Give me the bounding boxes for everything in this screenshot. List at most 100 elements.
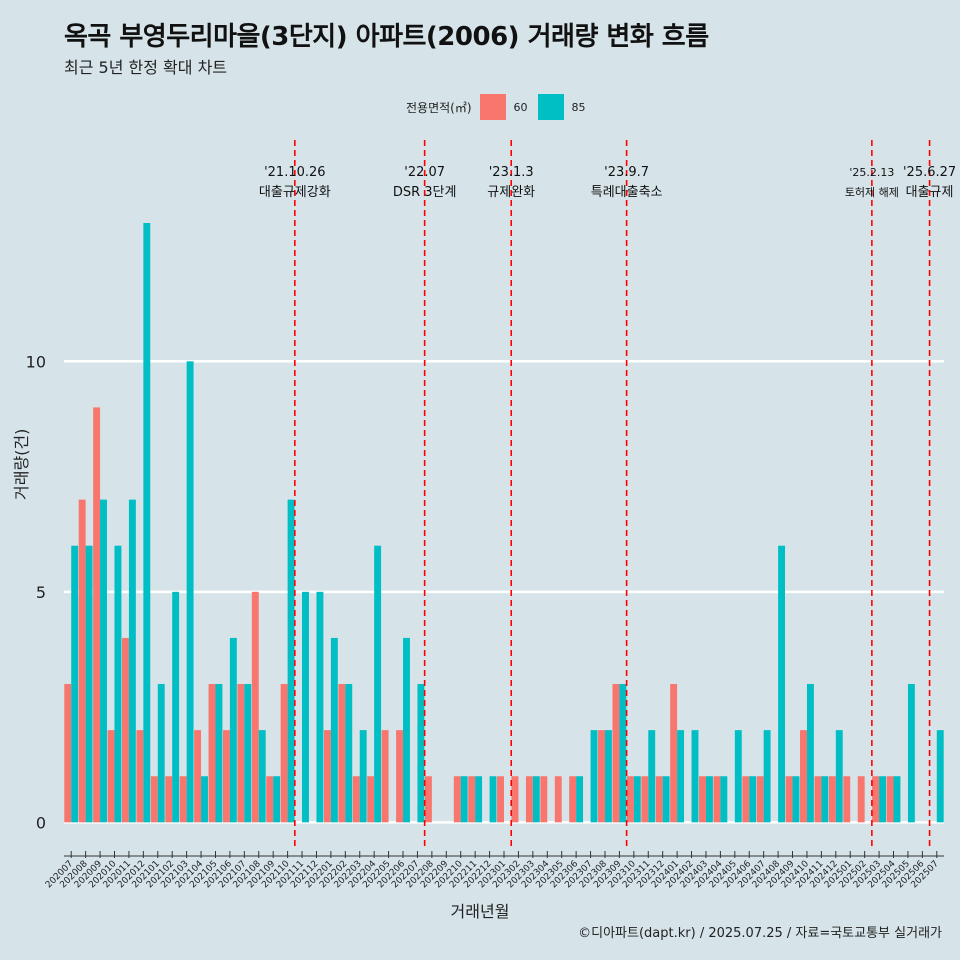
bar-60 [569,776,577,823]
bar-85 [489,776,497,823]
y-axis-label: 거래량(건) [12,428,31,500]
bar-60 [497,776,504,823]
legend-title: 전용면적(㎡) [406,100,472,115]
bar-85 [893,776,901,823]
bar-85 [720,776,728,823]
bar-85 [273,776,281,823]
bar-85 [604,730,612,823]
bar-85 [792,776,800,823]
bar-85 [172,591,180,823]
bar-85 [403,637,410,823]
bar-60 [280,684,288,823]
bar-60 [121,637,129,823]
event-date: '23.1.3 [489,165,534,180]
bar-60 [179,776,187,823]
bar-60 [785,776,793,823]
bar-60 [222,730,230,823]
bar-60 [886,776,894,823]
event-date: '21.10.26 [264,165,325,180]
bar-60 [670,684,678,823]
bar-60 [266,776,274,823]
bar-85 [879,776,887,823]
y-tick-label: 0 [36,813,46,832]
bar-85 [619,684,627,823]
bar-85 [532,776,540,823]
bar-60 [150,776,158,823]
legend-swatch-60 [479,94,506,120]
bar-60 [194,730,202,823]
bar-85 [806,684,814,823]
bar-85 [907,684,915,823]
legend-item-85: 85 [537,94,586,120]
event-label: 규제완화 [487,185,535,200]
bar-85 [215,684,223,823]
chart-title: 옥곡 부영두리마을(3단지) 아파트(2006) 거래량 변화 흐름 [64,22,709,52]
bar-85 [821,776,829,823]
x-axis-label: 거래년월 [450,902,510,921]
legend-label-85: 85 [571,100,586,114]
bar-60 [107,730,115,823]
bar-85 [244,684,252,823]
bar-60 [612,684,620,823]
bar-85 [201,776,208,823]
bar-60 [323,730,331,823]
event-date: '25.2.13 [849,166,894,179]
bar-85 [475,776,483,823]
bar-60 [843,776,851,823]
bar-60 [598,730,605,823]
bar-60 [424,776,432,823]
bar-60 [381,730,389,823]
event-date: '23.9.7 [604,165,649,180]
bar-85 [128,499,136,823]
bar-85 [85,545,93,823]
bar-85 [359,730,367,823]
legend-label-60: 60 [513,100,528,114]
bar-85 [763,730,771,823]
bar-85 [835,730,843,823]
event-label: 대출규제 [906,185,954,200]
bar-60 [857,776,865,823]
bar-85 [186,361,194,823]
bar-60 [540,776,548,823]
bar-60 [453,776,461,823]
bar-85 [345,684,353,823]
bar-85 [648,730,656,823]
event-label: 특례대출축소 [591,185,663,200]
event-label: 대출규제강화 [259,185,331,200]
event-label: DSR 3단계 [393,185,457,200]
bar-85 [936,730,944,823]
bar-60 [641,776,649,823]
event-label: 토허제 해제 [845,185,899,199]
bar-85 [691,730,699,823]
bar-60 [800,730,807,823]
bar-85 [114,545,122,823]
bar-85 [590,730,598,823]
legend-item-60: 60 [479,94,528,120]
bar-85 [417,684,425,823]
bar-85 [302,591,309,823]
bar-60 [93,407,101,823]
bar-85 [778,545,786,823]
bar-60 [655,776,663,823]
y-tick-label: 10 [26,352,46,371]
bar-85 [100,499,107,823]
bar-85 [258,730,266,823]
bar-85 [71,545,79,823]
bar-85 [749,776,757,823]
bar-60 [338,684,346,823]
bar-60 [756,776,764,823]
event-date: '22.07 [404,165,445,180]
bar-60 [136,730,144,823]
bar-85 [157,684,165,823]
event-date: '25.6.27 [903,165,956,180]
bar-60 [872,776,880,823]
bar-60 [554,776,562,823]
y-tick-label: 5 [36,583,46,602]
bar-60 [626,776,634,823]
bar-60 [828,776,836,823]
bar-60 [64,684,72,823]
legend: 전용면적(㎡) 60 85 [406,92,596,122]
bar-60 [468,776,476,823]
bar-85 [677,730,685,823]
